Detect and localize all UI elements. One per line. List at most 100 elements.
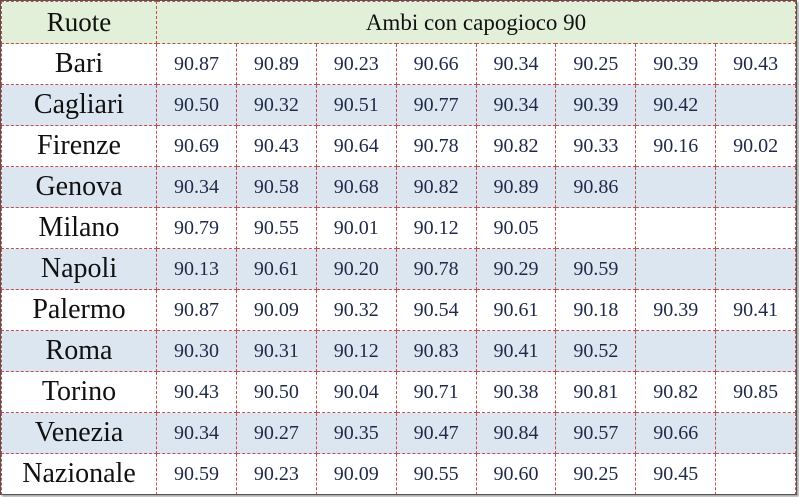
value-cell: 90.89 xyxy=(235,43,317,85)
value-cell: 90.71 xyxy=(395,371,477,413)
value-cell: 90.69 xyxy=(156,125,237,167)
row-label: Nazionale xyxy=(1,453,157,495)
value-cell: 90.58 xyxy=(235,166,317,208)
value-cell: 90.43 xyxy=(156,371,237,413)
value-cell: 90.32 xyxy=(315,289,397,331)
value-cell: 90.12 xyxy=(315,330,397,372)
value-cell: 90.42 xyxy=(635,84,717,126)
value-cell: 90.84 xyxy=(475,412,557,454)
value-cell: 90.54 xyxy=(395,289,477,331)
table-row: Venezia 90.34 90.27 90.35 90.47 90.84 90.57 90.… xyxy=(1,412,796,454)
value-cell: 90.78 xyxy=(395,248,477,290)
value-cell: 90.23 xyxy=(235,453,317,495)
empty-cell xyxy=(715,330,796,372)
empty-cell xyxy=(715,248,796,290)
value-cell: 90.55 xyxy=(235,207,317,249)
value-cell: 90.27 xyxy=(235,412,317,454)
value-cell: 90.34 xyxy=(156,412,237,454)
table-row: Milano 90.79 90.55 90.01 90.12 90.05 xyxy=(1,207,796,249)
value-cell: 90.55 xyxy=(395,453,477,495)
value-cell: 90.51 xyxy=(315,84,397,126)
value-cell: 90.35 xyxy=(315,412,397,454)
table-row: Genova 90.34 90.58 90.68 90.82 90.89 90.86 xyxy=(1,166,796,208)
value-cell: 90.04 xyxy=(315,371,397,413)
row-label: Bari xyxy=(1,43,157,85)
value-cell: 90.34 xyxy=(475,84,557,126)
value-cell: 90.82 xyxy=(475,125,557,167)
value-cell: 90.61 xyxy=(235,248,317,290)
value-cell: 90.64 xyxy=(315,125,397,167)
row-label: Torino xyxy=(1,371,157,413)
value-cell: 90.41 xyxy=(475,330,557,372)
table-row: Torino 90.43 90.50 90.04 90.71 90.38 90.81 90.8… xyxy=(1,371,796,413)
header-cell: Ambi con capogioco 90 xyxy=(156,1,796,44)
value-cell: 90.33 xyxy=(555,125,637,167)
value-cell: 90.87 xyxy=(156,43,237,85)
value-cell: 90.02 xyxy=(715,125,796,167)
value-cell: 90.16 xyxy=(635,125,717,167)
value-cell: 90.09 xyxy=(315,453,397,495)
row-label: Genova xyxy=(1,166,157,208)
value-cell: 90.12 xyxy=(395,207,477,249)
empty-cell xyxy=(635,207,717,249)
value-cell: 90.50 xyxy=(156,84,237,126)
value-cell: 90.05 xyxy=(475,207,557,249)
header-row: Ruote Ambi con capogioco 90 xyxy=(1,1,796,44)
row-label: Roma xyxy=(1,330,157,372)
value-cell: 90.39 xyxy=(555,84,637,126)
table-row: Roma 90.30 90.31 90.12 90.83 90.41 90.52 xyxy=(1,330,796,372)
value-cell: 90.38 xyxy=(475,371,557,413)
value-cell: 90.25 xyxy=(555,43,637,85)
value-cell: 90.82 xyxy=(635,371,717,413)
value-cell: 90.68 xyxy=(315,166,397,208)
value-cell: 90.66 xyxy=(635,412,717,454)
row-label: Firenze xyxy=(1,125,157,167)
empty-cell xyxy=(635,166,717,208)
value-cell: 90.23 xyxy=(315,43,397,85)
empty-cell xyxy=(635,248,717,290)
table-row: Nazionale 90.59 90.23 90.09 90.55 90.60 90.25 9… xyxy=(1,453,796,495)
empty-cell xyxy=(715,453,796,495)
value-cell: 90.89 xyxy=(475,166,557,208)
value-cell: 90.59 xyxy=(555,248,637,290)
table-row: Palermo 90.87 90.09 90.32 90.54 90.61 90.18 90.… xyxy=(1,289,796,331)
value-cell: 90.78 xyxy=(395,125,477,167)
value-cell: 90.39 xyxy=(635,289,717,331)
value-cell: 90.01 xyxy=(315,207,397,249)
value-cell: 90.43 xyxy=(235,125,317,167)
value-cell: 90.34 xyxy=(156,166,237,208)
value-cell: 90.57 xyxy=(555,412,637,454)
value-cell: 90.85 xyxy=(715,371,796,413)
header-cell: Ruote xyxy=(1,1,157,44)
value-cell: 90.25 xyxy=(555,453,637,495)
row-label: Palermo xyxy=(1,289,157,331)
value-cell: 90.86 xyxy=(555,166,637,208)
table-row: Firenze 90.69 90.43 90.64 90.78 90.82 90.33 90.… xyxy=(1,125,796,167)
value-cell: 90.79 xyxy=(156,207,237,249)
value-cell: 90.82 xyxy=(395,166,477,208)
value-cell: 90.45 xyxy=(635,453,717,495)
empty-cell xyxy=(555,207,637,249)
empty-cell xyxy=(635,330,717,372)
table-row: Napoli 90.13 90.61 90.20 90.78 90.29 90.59 xyxy=(1,248,796,290)
value-cell: 90.20 xyxy=(315,248,397,290)
empty-cell xyxy=(715,166,796,208)
table-row: Cagliari 90.50 90.32 90.51 90.77 90.34 90.39 90… xyxy=(1,84,796,126)
row-label: Milano xyxy=(1,207,157,249)
value-cell: 90.31 xyxy=(235,330,317,372)
value-cell: 90.32 xyxy=(235,84,317,126)
value-cell: 90.81 xyxy=(555,371,637,413)
value-cell: 90.77 xyxy=(395,84,477,126)
value-cell: 90.61 xyxy=(475,289,557,331)
value-cell: 90.39 xyxy=(635,43,717,85)
value-cell: 90.47 xyxy=(395,412,477,454)
value-cell: 90.29 xyxy=(475,248,557,290)
value-cell: 90.30 xyxy=(156,330,237,372)
table-row: Bari 90.87 90.89 90.23 90.66 90.34 90.25 90.39 9… xyxy=(1,43,796,85)
empty-cell xyxy=(715,412,796,454)
value-cell: 90.60 xyxy=(475,453,557,495)
value-cell: 90.52 xyxy=(555,330,637,372)
